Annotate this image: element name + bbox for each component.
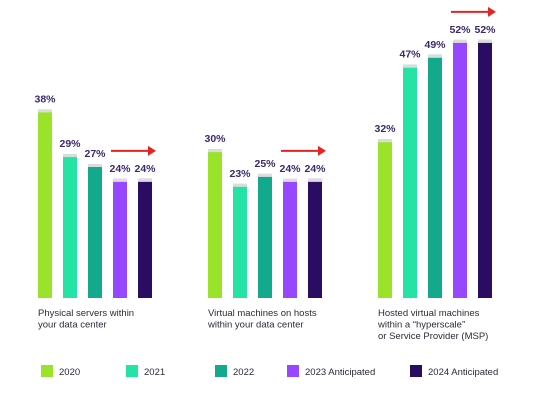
legend-label: 2024 Anticipated bbox=[428, 367, 498, 378]
bar bbox=[453, 39, 467, 298]
bar-cap bbox=[478, 39, 492, 43]
bar-cap bbox=[233, 183, 247, 187]
data-label: 30% bbox=[204, 133, 226, 145]
data-label: 24% bbox=[109, 163, 131, 175]
data-label: 49% bbox=[424, 39, 446, 51]
bar-cap bbox=[63, 154, 77, 158]
legend-swatch bbox=[287, 365, 299, 377]
data-label: 27% bbox=[84, 148, 106, 160]
legend-label: 2022 bbox=[233, 367, 254, 378]
bar-cap bbox=[38, 109, 52, 113]
legend-swatch bbox=[126, 365, 138, 377]
category-label: or Service Provider (MSP) bbox=[378, 331, 488, 342]
bar bbox=[378, 139, 392, 298]
bar-cap bbox=[283, 178, 297, 182]
legend-label: 2021 bbox=[144, 367, 165, 378]
data-label: 24% bbox=[279, 163, 301, 175]
legend-swatch bbox=[41, 365, 53, 377]
bar-cap bbox=[453, 39, 467, 43]
bar-cap bbox=[88, 164, 102, 167]
category-label: within a “hyperscale” bbox=[377, 320, 465, 331]
trend-arrow-head bbox=[318, 145, 326, 156]
bar-cap bbox=[403, 64, 417, 68]
category-label: your data center bbox=[38, 320, 107, 331]
category-label: Virtual machines on hosts bbox=[208, 308, 317, 319]
bar bbox=[138, 178, 152, 298]
trend-arrow-head bbox=[148, 145, 156, 156]
legend-label: 2020 bbox=[59, 367, 80, 378]
bar-cap bbox=[113, 178, 127, 182]
data-label: 32% bbox=[374, 123, 396, 135]
data-label: 23% bbox=[229, 168, 251, 180]
legend-swatch bbox=[215, 365, 227, 377]
category-label: within your data center bbox=[207, 320, 304, 331]
data-label: 38% bbox=[34, 93, 56, 105]
bar-cap bbox=[258, 173, 272, 177]
bar bbox=[88, 164, 102, 298]
bar-cap bbox=[378, 139, 392, 143]
bar bbox=[258, 173, 272, 298]
bar bbox=[233, 183, 247, 298]
trend-arrow-head bbox=[488, 6, 496, 17]
data-label: 47% bbox=[399, 49, 421, 61]
bar bbox=[283, 178, 297, 298]
bar-cap bbox=[208, 149, 222, 153]
legend-swatch bbox=[410, 365, 422, 377]
bar bbox=[208, 149, 222, 298]
category-label: Hosted virtual machines bbox=[378, 308, 480, 319]
data-label: 24% bbox=[304, 163, 326, 175]
category-label: Physical servers within bbox=[38, 308, 134, 319]
bar bbox=[478, 39, 492, 298]
bar-cap bbox=[138, 178, 152, 182]
bar bbox=[403, 64, 417, 298]
legend-label: 2023 Anticipated bbox=[305, 367, 375, 378]
bar bbox=[428, 54, 442, 298]
data-label: 52% bbox=[474, 24, 496, 36]
bar bbox=[63, 154, 77, 298]
data-label: 52% bbox=[449, 24, 471, 36]
data-label: 29% bbox=[59, 138, 81, 150]
bar-cap bbox=[428, 54, 442, 58]
bar bbox=[38, 109, 52, 298]
bar bbox=[113, 178, 127, 298]
bar-cap bbox=[308, 178, 322, 182]
data-label: 25% bbox=[254, 158, 276, 170]
data-label: 24% bbox=[134, 163, 156, 175]
bar bbox=[308, 178, 322, 298]
